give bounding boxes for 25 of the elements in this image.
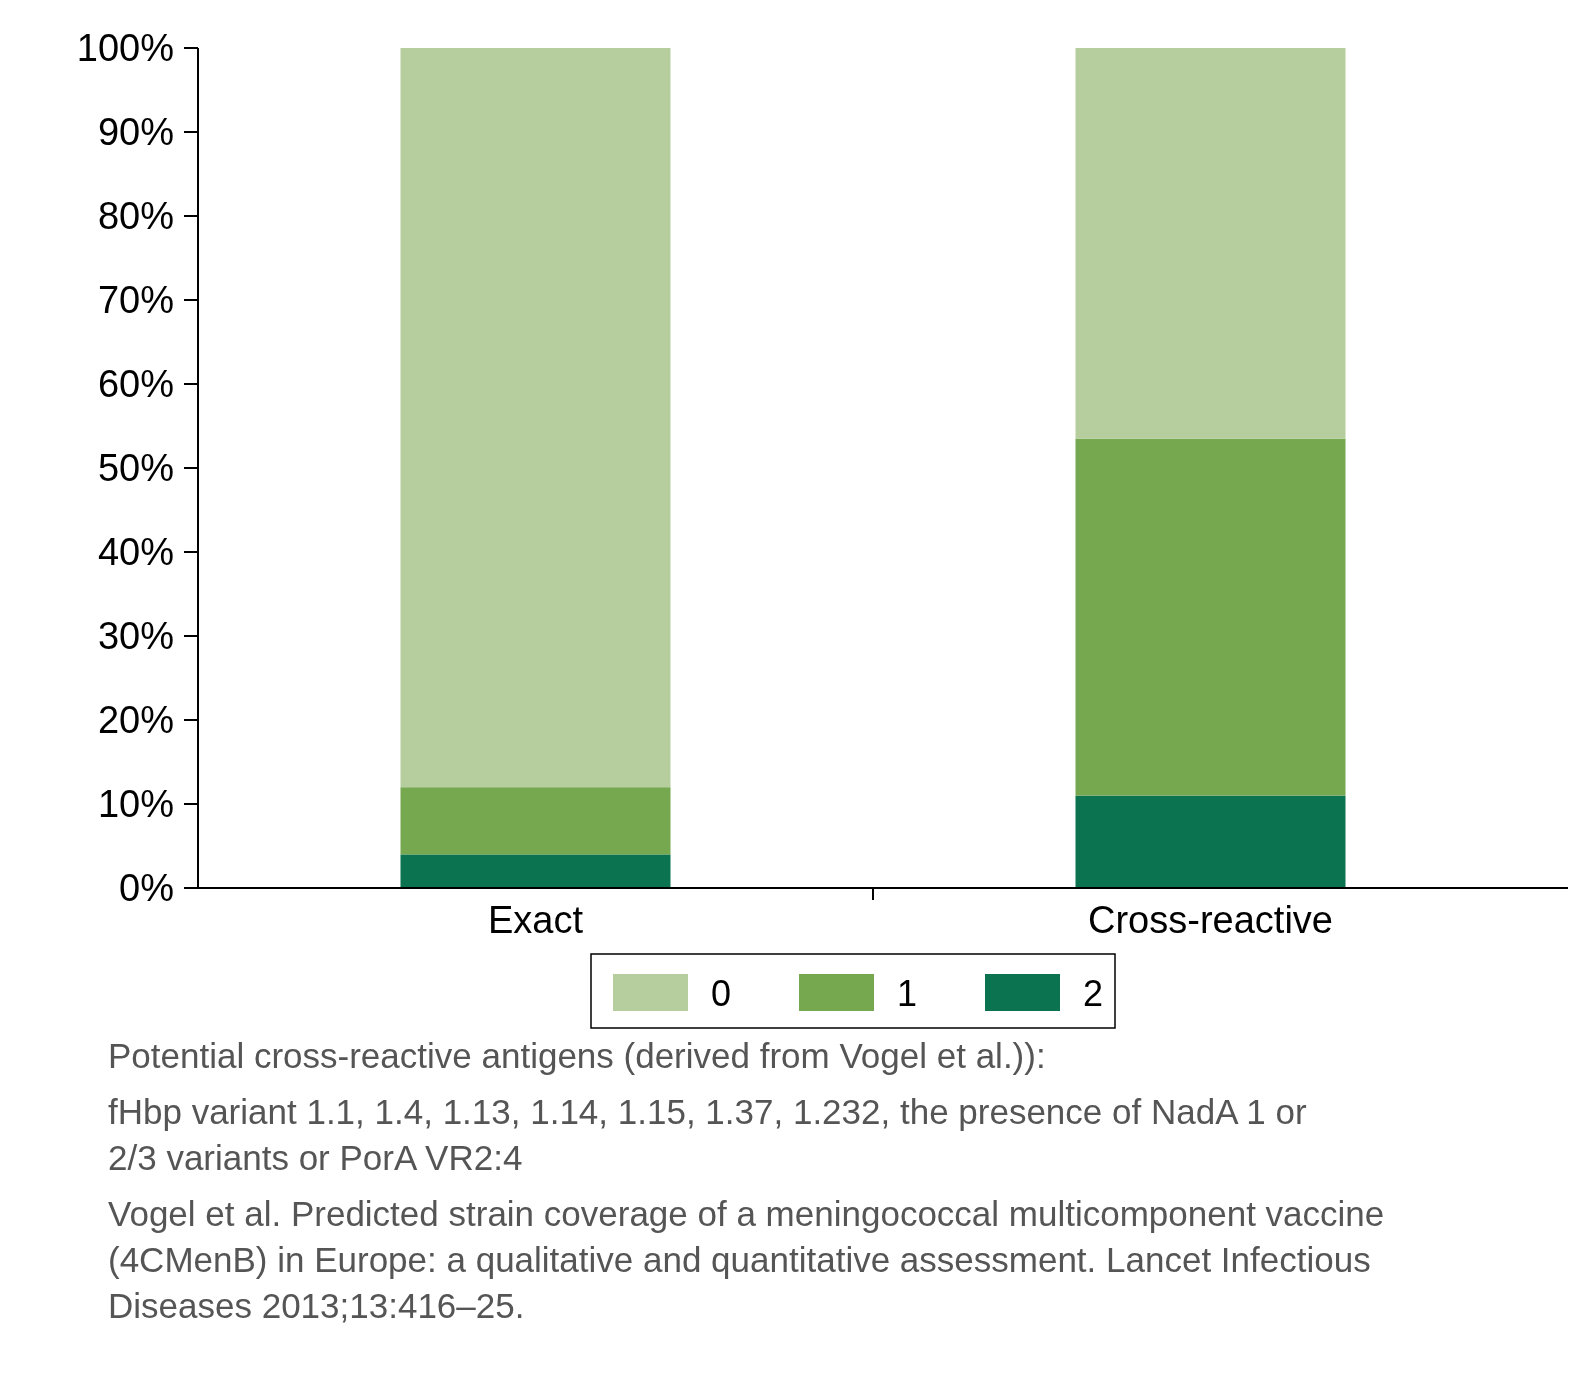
- y-tick-label: 40%: [97, 531, 174, 574]
- legend-label: 2: [1083, 972, 1104, 1014]
- x-tick-label: Exact: [487, 899, 584, 941]
- y-tick-label: 0%: [119, 867, 174, 910]
- legend-label: 0: [711, 972, 732, 1014]
- y-tick-label: 10%: [97, 783, 174, 826]
- y-tick-label: 70%: [97, 279, 174, 322]
- y-tick-label: 20%: [97, 699, 174, 742]
- bar: [1075, 438, 1346, 796]
- bar: [400, 787, 671, 855]
- y-tick-label: 30%: [97, 615, 174, 658]
- y-tick-label: 80%: [97, 195, 174, 238]
- y-tick-label: 100%: [76, 27, 174, 70]
- y-tick-label: 60%: [97, 363, 174, 406]
- bar: [400, 48, 671, 788]
- text: Potential cross-reactive antigens (derived from Vogel et al.)):: [108, 1036, 1046, 1075]
- bar: [400, 854, 671, 888]
- y-tick-label: 90%: [97, 111, 174, 154]
- bar: [1075, 48, 1346, 439]
- bar: [1075, 795, 1346, 888]
- y-tick-label: 50%: [97, 447, 174, 490]
- text: fHbp variant 1.1, 1.4, 1.13, 1.14, 1.15, 1.37, 1.232, the presence of NadA 1 or 2/3 variants or PorA VR2:4: [108, 1092, 1307, 1177]
- x-tick-label: Cross-reactive: [1088, 899, 1333, 941]
- text: Vogel et al. Predicted strain coverage of a meningococcal multicomponent vaccine (4CMenB) in Europe: a qualitative and quantitative assessment. Lancet Infectious Diseases 2013;13:416–25.: [108, 1194, 1385, 1325]
- legend-label: 1: [897, 972, 918, 1014]
